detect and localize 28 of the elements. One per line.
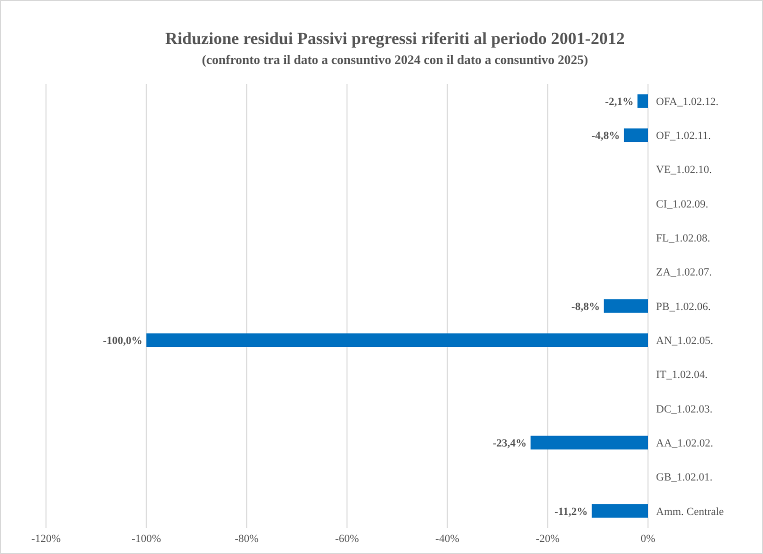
y-tick-label: PB_1.02.06. xyxy=(656,300,711,313)
y-tick-label: OF_1.02.11. xyxy=(656,130,712,142)
y-tick-label: CI_1.02.09. xyxy=(656,198,708,210)
data-label: -2,1% xyxy=(605,96,634,108)
y-tick-label: OFA_1.02.12. xyxy=(656,96,719,108)
x-tick-label: -100% xyxy=(132,532,161,545)
data-label: -8,8% xyxy=(571,300,600,313)
data-label: -11,2% xyxy=(554,506,588,518)
x-tick-label: -60% xyxy=(335,532,359,545)
x-tick-label: -40% xyxy=(435,532,460,545)
data-label: -100,0% xyxy=(102,335,142,348)
y-tick-label: VE_1.02.10. xyxy=(656,164,712,176)
chart-title: Riduzione residui Passivi pregressi riferiti al periodo 2001-2012 xyxy=(165,29,625,48)
y-tick-label: FL_1.02.08. xyxy=(656,232,710,245)
data-label: -23,4% xyxy=(492,437,527,450)
y-tick-label: GB_1.02.01. xyxy=(656,472,713,484)
y-tick-label: ZA_1.02.07. xyxy=(656,266,712,279)
y-tick-label: Amm. Centrale xyxy=(656,506,724,518)
chart-subtitle: (confronto tra il dato a consuntivo 2024 con il dato a consuntivo 2025) xyxy=(202,52,588,67)
y-tick-label: AA_1.02.02. xyxy=(656,437,714,450)
y-tick-label: DC_1.02.03. xyxy=(656,403,713,416)
data-label: -4,8% xyxy=(592,130,620,142)
x-tick-label: -80% xyxy=(234,532,259,545)
x-tick-label: 0% xyxy=(640,532,656,545)
x-tick-label: -120% xyxy=(31,532,61,545)
x-tick-label: -20% xyxy=(536,532,560,545)
y-tick-label: IT_1.02.04. xyxy=(656,369,708,382)
y-tick-label: AN_1.02.05. xyxy=(656,335,714,348)
